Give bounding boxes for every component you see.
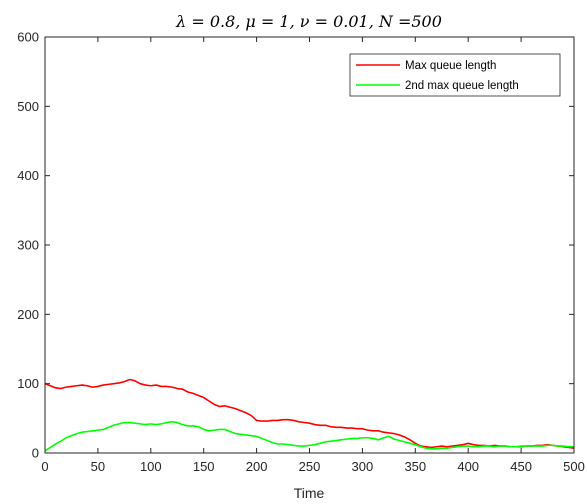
x-tick-label: 0 (41, 459, 48, 474)
x-tick-label: 50 (91, 459, 105, 474)
series-layer (44, 378, 575, 452)
legend-box (349, 53, 561, 97)
x-tick-label: 450 (510, 459, 532, 474)
legend-label-max-queue-length: Max queue length (405, 60, 496, 72)
series-line-2nd-max-queue-length (44, 420, 574, 452)
x-tick-label: 500 (563, 459, 585, 474)
x-tick-label: 200 (246, 459, 268, 474)
x-tick-label: 250 (299, 459, 321, 474)
y-tick-label: 300 (17, 238, 39, 253)
y-tick-label: 100 (17, 376, 39, 391)
x-axis-label: Time (294, 485, 325, 501)
y-tick-label: 200 (17, 307, 39, 322)
x-tick-label: 150 (193, 459, 215, 474)
chart-title: λ = 0.8, μ = 1, ν = 0.01, N =500 (175, 12, 442, 31)
x-tick-label: 300 (352, 459, 374, 474)
x-tick-label: 100 (140, 459, 162, 474)
x-tick-label: 350 (404, 459, 426, 474)
y-tick-label: 500 (17, 99, 39, 114)
y-tick-label: 0 (32, 446, 39, 461)
x-tick-label: 400 (457, 459, 479, 474)
legend-label-2nd-max-queue-length: 2nd max queue length (405, 80, 519, 92)
y-tick-label: 600 (17, 30, 39, 45)
plot-area (45, 37, 574, 453)
y-tick-label: 400 (17, 168, 39, 183)
legend: Max queue length 2nd max queue length (349, 53, 561, 97)
tick-layer: 0 50 100 150 200 250 300 350 400 450 500 0 100 200 300… (17, 30, 585, 475)
